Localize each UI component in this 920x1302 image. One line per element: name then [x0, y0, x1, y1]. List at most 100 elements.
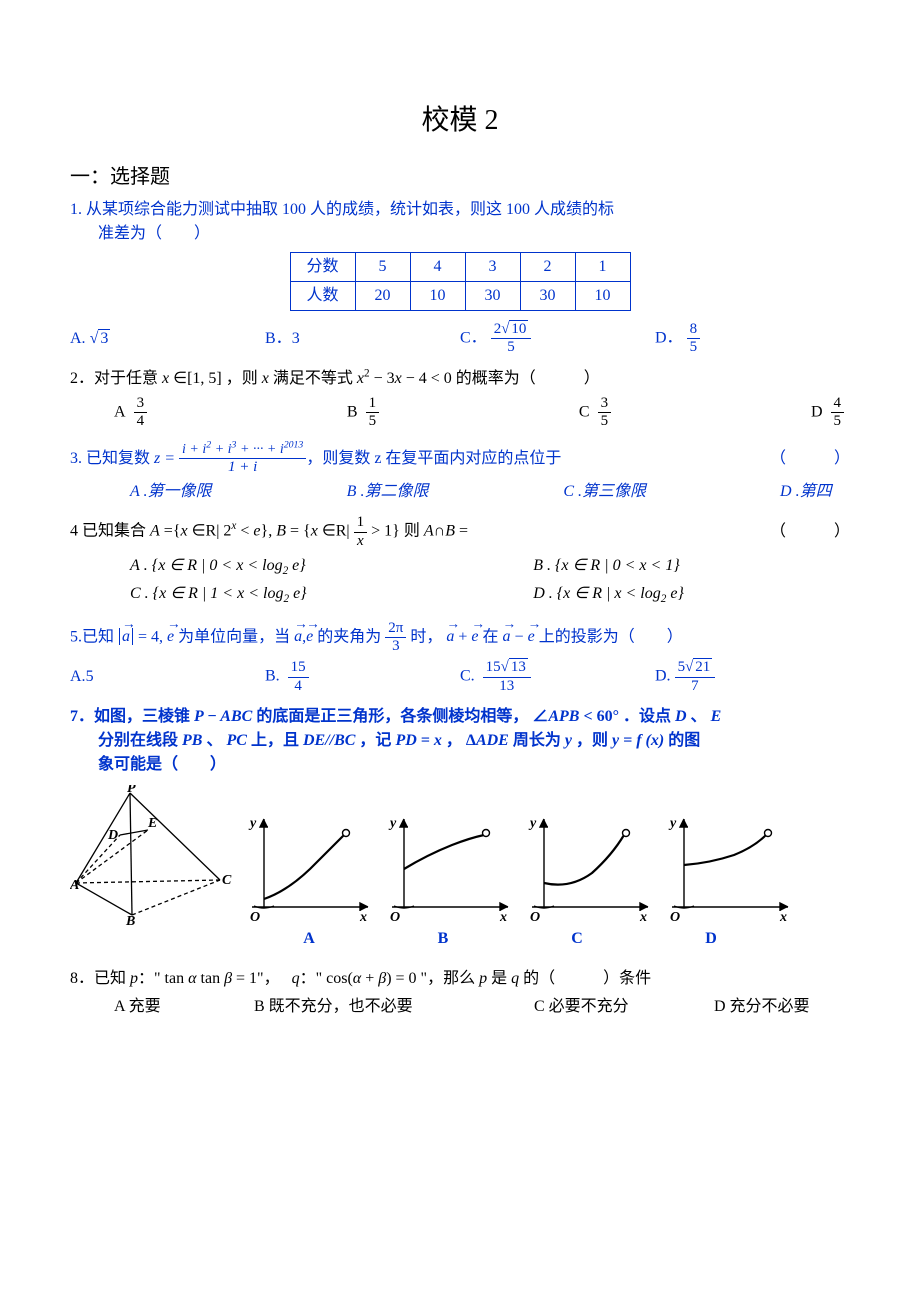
q1-option-d: D． 8 5 — [655, 321, 850, 357]
fraction: 35 — [598, 395, 612, 431]
question-1: 1. 从某项综合能力测试中抽取 100 人的成绩，统计如表，则这 100 人成绩… — [70, 198, 850, 357]
q7-option-labels: A B C D — [70, 927, 850, 951]
table-cell: 10 — [575, 282, 630, 311]
fraction: 1513 13 — [483, 659, 531, 695]
fraction: 15 — [366, 395, 380, 431]
axis-x: x — [779, 910, 787, 925]
q8-option-c: C 必要不充分 — [534, 995, 714, 1019]
q4-option-b: B . {x ∈ R | 0 < x < 1} — [533, 554, 850, 578]
opt-label: C． — [460, 329, 487, 346]
q1-table: 分数 5 4 3 2 1 人数 20 10 30 30 10 — [290, 252, 631, 311]
fraction: i + i2 + i3 + ··· + i2013 1 + i — [179, 442, 306, 476]
vector-e: e — [528, 625, 535, 649]
axis-o: O — [530, 910, 540, 925]
q2-stem: 2．对于任意 x ∈[1, 5] ，则 x 满足不等式 x2 − 3x − 4 … — [70, 367, 850, 391]
axis-o: O — [390, 910, 400, 925]
fraction: 2π3 — [385, 620, 406, 656]
axis-x: x — [359, 910, 367, 925]
q5-eq: = 4, — [134, 628, 167, 645]
q1-option-a: A. 3 — [70, 327, 265, 351]
numerator: 3 — [134, 395, 148, 413]
opt-label: B — [347, 403, 358, 420]
page-title: 校模 2 — [70, 100, 850, 142]
axis-x: x — [499, 910, 507, 925]
q5-stem-d: 时， — [406, 628, 446, 645]
denominator: 5 — [598, 413, 612, 430]
axis-y: y — [668, 816, 677, 831]
q7-figure-row: P A B C D E y O x — [70, 785, 850, 925]
numerator: i + i2 + i3 + ··· + i2013 — [179, 442, 306, 459]
q5-stem: 5.已知 a = 4, e 为单位向量，当 a,e 的夹角为 2π3 时， a … — [70, 620, 850, 656]
numerator: 1 — [366, 395, 380, 413]
numerator: 5 21 — [675, 659, 716, 677]
vector-a: a — [122, 625, 130, 649]
opt-label: D． — [655, 329, 683, 346]
denominator: 4 — [288, 678, 309, 695]
q7-tetrahedron: P A B C D E — [70, 785, 236, 925]
q2-option-d: D 45 — [811, 395, 844, 431]
vector-e: e — [167, 625, 174, 649]
q2-options: A 34 B 15 C 35 D 45 — [70, 395, 850, 431]
table-cell: 30 — [465, 282, 520, 311]
numerator: 15 — [288, 659, 309, 677]
vector-a: a — [446, 625, 454, 649]
denominator: 5 — [366, 413, 380, 430]
radicand: 21 — [693, 658, 712, 675]
q3-stem-b: ，则复数 z 在复平面内对应的点位于 — [306, 447, 561, 471]
label-b: B — [125, 914, 135, 925]
opt-value: 3 — [292, 330, 300, 347]
q1-stem-line2: 准差为（ ） — [70, 222, 850, 246]
denominator: 5 — [687, 339, 701, 356]
coeff: 5 — [678, 659, 686, 675]
q3-option-c: C .第三像限 — [563, 480, 780, 504]
opt-label: D. — [655, 668, 671, 685]
vector-a: a — [294, 625, 302, 649]
q7-stem-line3: 象可能是（ ） — [70, 753, 850, 777]
q5-option-a: A.5 — [70, 665, 265, 689]
question-3: 3. 已知复数 z = i + i2 + i3 + ··· + i2013 1 … — [70, 442, 850, 504]
fraction: 210 5 — [491, 321, 532, 357]
q5-option-b: B. 154 — [265, 659, 460, 695]
fraction: 8 5 — [687, 321, 701, 357]
q5-stem-c: 的夹角为 — [313, 628, 381, 645]
q2-option-a: A 34 — [114, 395, 147, 431]
q8-stem: 8．已知 p：" tan α tan β = 1"， q：" cos(α + β… — [70, 967, 850, 991]
q7-graph-a: y O x — [242, 813, 376, 925]
fraction: 45 — [831, 395, 845, 431]
radicand: 10 — [509, 320, 528, 337]
q4-option-a: A . {x ∈ R | 0 < x < log2 e} — [130, 554, 533, 578]
fraction: 521 7 — [675, 659, 716, 695]
q1-option-c: C． 210 5 — [460, 321, 655, 357]
question-7: 7．如图，三棱锥 P − ABC 的底面是正三角形，各条侧棱均相等， ∠APB … — [70, 705, 850, 777]
q4-options: A . {x ∈ R | 0 < x < log2 e} B . {x ∈ R … — [70, 554, 850, 606]
radicand: 13 — [509, 658, 528, 675]
q8-option-b: B 既不充分，也不必要 — [254, 995, 534, 1019]
q3-z: z = — [154, 447, 175, 471]
table-cell: 2 — [520, 253, 575, 282]
q5-options: A.5 B. 154 C. 1513 13 D. 521 7 — [70, 659, 850, 695]
q3-option-a: A .第一像限 — [130, 480, 347, 504]
q8-option-d: D 充分不必要 — [714, 995, 894, 1019]
axis-x: x — [639, 910, 647, 925]
coeff: 2 — [494, 321, 502, 337]
q7-label-c: C — [510, 927, 644, 951]
q3-stem: 3. 已知复数 z = i + i2 + i3 + ··· + i2013 1 … — [70, 442, 850, 476]
label-a: A — [70, 878, 79, 893]
vector-e: e — [471, 625, 478, 649]
q3-option-d: D .第四 — [780, 480, 910, 504]
q8-option-a: A 充要 — [114, 995, 254, 1019]
q1-option-b: B．3 — [265, 327, 460, 351]
axis-y: y — [388, 816, 397, 831]
numerator: 3 — [598, 395, 612, 413]
numerator: 1 — [354, 514, 368, 532]
denominator: 1 + i — [179, 459, 306, 476]
q7-graph-d: y O x — [662, 813, 796, 925]
table-cell: 30 — [520, 282, 575, 311]
table-cell: 分数 — [290, 253, 355, 282]
q4-stem: 4 已知集合 A ={x ∈R| 2x < e}, B = {x ∈R| 1x … — [70, 514, 850, 550]
label-d: D — [107, 828, 118, 843]
q3-option-b: B .第二像限 — [347, 480, 564, 504]
q5-option-c: C. 1513 13 — [460, 659, 655, 695]
table-cell: 10 — [410, 282, 465, 311]
fraction: 34 — [134, 395, 148, 431]
